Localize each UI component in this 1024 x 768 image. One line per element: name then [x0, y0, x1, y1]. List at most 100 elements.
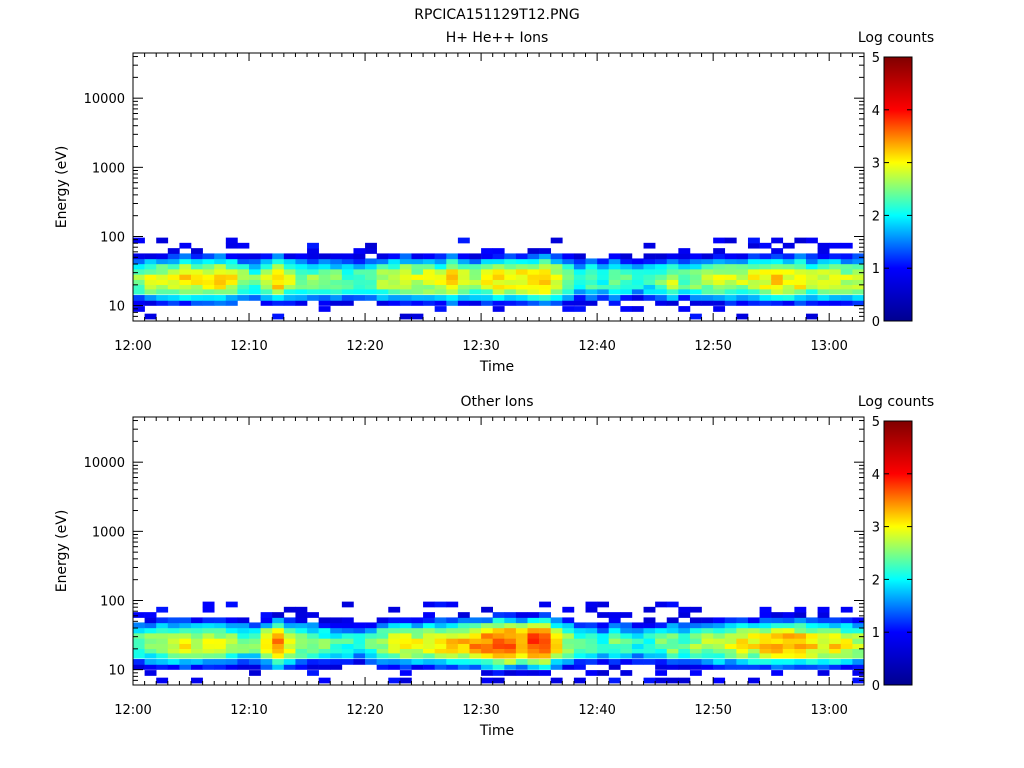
heatmap-cell: [724, 632, 737, 639]
heatmap-cell: [504, 638, 517, 644]
heatmap-cell: [376, 258, 389, 265]
heatmap-cell: [167, 643, 180, 649]
heatmap-cell: [399, 268, 412, 275]
heatmap-cell: [539, 647, 552, 654]
heatmap-area: [133, 237, 865, 320]
heatmap-cell: [771, 670, 784, 676]
heatmap-cell: [214, 283, 227, 290]
heatmap-cell: [434, 647, 447, 654]
heatmap-cell: [133, 237, 145, 244]
heatmap-cell: [237, 258, 250, 265]
heatmap-cell: [492, 263, 505, 270]
heatmap-cell: [330, 279, 343, 285]
plot-frame: [132, 52, 865, 322]
heatmap-cell: [481, 268, 493, 275]
heatmap-cell: [341, 632, 354, 639]
heatmap-cell: [782, 664, 795, 670]
colorbar-ticks: 0 1 2 3 4 5: [872, 415, 912, 694]
heatmap-cell: [840, 659, 853, 665]
heatmap-cell: [133, 268, 145, 275]
heatmap-cell: [388, 300, 401, 306]
heatmap-cell: [515, 612, 528, 618]
heatmap-cell: [434, 632, 447, 639]
heatmap-cell: [817, 652, 830, 659]
heatmap-cell: [307, 288, 319, 295]
heatmap-cell: [376, 253, 389, 260]
heatmap-cell: [527, 622, 540, 629]
heatmap-cell: [330, 253, 343, 260]
heatmap-cell: [446, 659, 459, 665]
heatmap-cell: [562, 295, 575, 301]
heatmap-cell: [144, 643, 157, 649]
y-axis-label: Energy (eV): [54, 510, 70, 593]
heatmap-cell: [446, 622, 459, 629]
heatmap-cell: [167, 263, 180, 270]
heatmap-cell: [202, 268, 215, 275]
heatmap-cell: [515, 659, 528, 665]
heatmap-cell: [562, 627, 575, 634]
heatmap-cell: [133, 288, 145, 295]
heatmap-cell: [214, 263, 227, 270]
heatmap-cell: [643, 283, 656, 290]
heatmap-cell: [330, 652, 343, 659]
heatmap-cell: [562, 283, 575, 290]
heatmap-cell: [620, 253, 633, 260]
heatmap-cell: [133, 647, 145, 654]
heatmap-cell: [156, 659, 169, 665]
heatmap-cell: [550, 677, 563, 684]
heatmap-cell: [620, 306, 633, 312]
heatmap-cell: [608, 258, 621, 265]
heatmap-cell: [341, 288, 354, 295]
heatmap-cell: [852, 279, 865, 285]
heatmap-area: [133, 601, 865, 684]
colorbar: [883, 420, 913, 686]
heatmap-cell: [133, 283, 145, 290]
heatmap-cell: [144, 288, 157, 295]
heatmap-cell: [179, 274, 192, 280]
heatmap-cell: [771, 288, 784, 295]
heatmap-cell: [701, 253, 714, 260]
heatmap-cell: [840, 643, 853, 649]
heatmap-cell: [666, 279, 679, 285]
heatmap-cell: [817, 659, 830, 665]
heatmap-cell: [643, 632, 656, 639]
heatmap-cell: [202, 300, 215, 306]
heatmap-cell: [747, 279, 760, 285]
heatmap-cell: [736, 253, 749, 260]
heatmap-cell: [515, 295, 528, 301]
heatmap-cell: [597, 670, 610, 676]
heatmap-cell: [573, 253, 586, 260]
colorbar-tick-label: 4: [872, 468, 880, 483]
heatmap-cell: [585, 643, 598, 649]
heatmap-cell: [759, 622, 772, 629]
heatmap-cell: [829, 647, 842, 654]
heatmap-cell: [144, 300, 157, 306]
heatmap-cell: [643, 677, 656, 684]
colorbar-tick-label: 3: [872, 521, 880, 536]
heatmap-cell: [457, 263, 470, 270]
heatmap-cell: [365, 288, 377, 295]
heatmap-cell: [666, 627, 679, 634]
x-tick-label: 12:20: [346, 703, 383, 718]
heatmap-cell: [411, 300, 424, 306]
heatmap-cell: [272, 647, 285, 654]
heatmap-cell: [713, 617, 726, 624]
heatmap-cell: [759, 258, 772, 265]
heatmap-cell: [805, 300, 818, 306]
heatmap-cell: [631, 638, 644, 644]
heatmap-cell: [341, 263, 354, 270]
heatmap-cell: [446, 300, 459, 306]
heatmap-cell: [411, 288, 424, 295]
heatmap-cell: [643, 295, 656, 301]
heatmap-cell: [678, 288, 691, 295]
x-tick-label: 12:30: [462, 339, 499, 354]
heatmap-cell: [782, 638, 795, 644]
heatmap-cell: [341, 643, 354, 649]
heatmap-cell: [678, 627, 691, 634]
heatmap-cell: [399, 632, 412, 639]
heatmap-cell: [388, 606, 401, 613]
heatmap-cell: [492, 627, 505, 634]
heatmap-cell: [829, 242, 842, 249]
heatmap-cell: [608, 622, 621, 629]
heatmap-cell: [852, 283, 865, 290]
